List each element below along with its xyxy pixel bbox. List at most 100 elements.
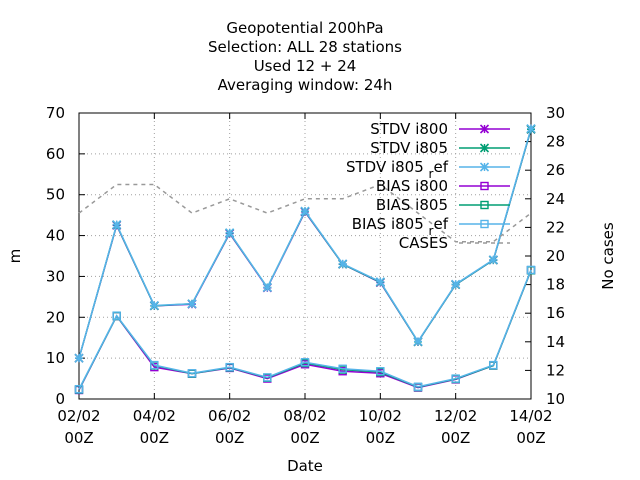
y-tick-label: 60 [46,145,65,163]
y2-tick-label: 26 [546,161,565,179]
x-tick-label-date: 04/02 [133,407,176,425]
data-point [263,373,272,382]
series-5 [74,265,536,394]
y2-tick-label: 10 [546,390,565,408]
y2-tick-label: 12 [546,361,565,379]
series-line [78,129,532,359]
data-point [338,259,348,269]
data-point [225,228,235,238]
legend-label: BIAS i805 ref [352,215,449,238]
x-tick-label-date: 08/02 [283,407,326,425]
title-line: Geopotential 200hPa [226,19,383,37]
legend-label: STDV i805 [370,139,448,157]
y2-tick-label: 24 [546,190,565,208]
y2-tick-label: 18 [546,276,565,294]
x-tick-label-hour: 00Z [516,429,545,447]
legend-label: STDV i800 [370,120,448,138]
y2-tick-label: 30 [546,104,565,122]
legend-item: STDV i805 [370,139,510,157]
data-point [150,360,159,370]
y2-tick-label: 16 [546,304,565,322]
legend-item: CASES [399,234,510,252]
data-point [413,382,423,391]
x-tick-label-hour: 00Z [64,429,93,447]
legend-label: STDV i805 ref [346,158,449,181]
grid [79,113,531,399]
legend-marker [479,124,490,134]
legend-item: BIAS i805 ref [352,215,510,238]
legend-marker [480,181,489,191]
title-line: Averaging window: 24h [218,76,393,94]
data-point [451,374,460,383]
y2-tick-label: 14 [546,333,565,351]
data-point [338,364,347,373]
legend-label: BIAS i805 [376,196,448,214]
x-tick-label-hour: 00Z [215,429,244,447]
legend-label: CASES [399,234,448,252]
y2-tick-label: 20 [546,247,565,265]
legend-item: STDV i800 [370,120,510,138]
data-point [112,311,121,320]
series-line [78,183,532,243]
y2-axis-label: No cases [599,222,617,290]
legend-marker [480,200,489,210]
x-tick-label-date: 14/02 [509,407,552,425]
y-tick-label: 0 [55,390,65,408]
data-point [489,360,498,370]
data-point [451,279,461,289]
x-tick-label-date: 06/02 [208,407,251,425]
y-tick-label: 40 [46,227,65,245]
series-0 [74,124,536,363]
data-point [187,369,197,378]
legend-marker [480,219,489,229]
legend-label: BIAS i800 [376,177,448,195]
series-1 [74,124,536,363]
series-6 [78,183,532,243]
y-tick-label: 10 [46,349,65,367]
data-point [149,300,159,311]
y-tick-label: 20 [46,308,65,326]
x-tick-label-hour: 00Z [140,429,169,447]
data-point [300,206,310,216]
data-point [225,362,234,372]
data-point [112,219,122,230]
data-point [526,123,536,134]
series-line [78,128,532,359]
y2-tick-label: 28 [546,133,565,151]
data-point [376,367,385,376]
data-point [526,265,536,275]
data-point [375,277,385,287]
legend-item: STDV i805 ref [346,158,510,181]
x-tick-label-date: 12/02 [434,407,477,425]
series-line [78,129,532,359]
title-line: Selection: ALL 28 stations [208,38,402,56]
data-point [187,299,197,309]
data-point [74,384,84,394]
y-tick-label: 70 [46,104,65,122]
data-point [413,336,423,346]
legend-item: BIAS i805 [376,196,510,214]
legend-marker [479,143,490,153]
x-tick-label-hour: 00Z [366,429,395,447]
data-point [74,353,84,363]
data-point [300,358,310,367]
series [74,123,536,395]
y-axis-label: m [6,249,24,264]
y2-tick-label: 22 [546,218,565,236]
data-point [262,282,272,293]
x-tick-label-hour: 00Z [290,429,319,447]
series-line [78,269,532,390]
x-tick-label-hour: 00Z [441,429,470,447]
legend-item: BIAS i800 [376,177,510,195]
y-tick-label: 30 [46,267,65,285]
series-2 [74,123,536,363]
axis-ticks: 0 10 20 30 40 50 60 70 10 12 14 16 18 20 22 24 26 28 30 02/… [46,104,565,447]
data-point [488,255,498,265]
x-tick-label-date: 02/02 [57,407,100,425]
x-tick-label-date: 10/02 [359,407,402,425]
title-line: Used 12 + 24 [254,57,357,75]
legend-marker [479,162,490,172]
